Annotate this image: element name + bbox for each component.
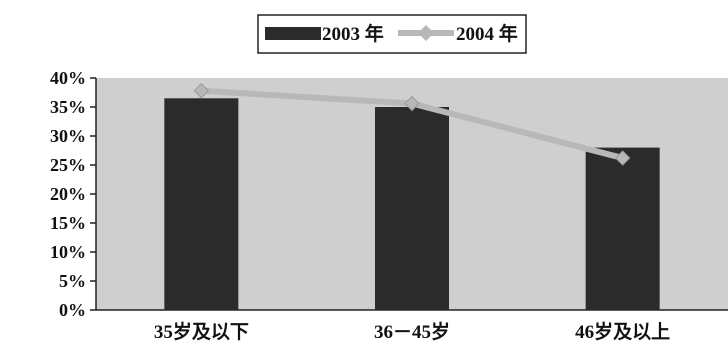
point-2004-1 <box>193 83 210 99</box>
legend-label-2003: 2003 年 <box>322 22 384 45</box>
legend: 2003 年 2004 年 <box>257 14 527 54</box>
y-tick-label: 35% <box>50 97 86 117</box>
y-tick-label: 30% <box>50 126 86 146</box>
y-tick-label: 25% <box>50 155 86 175</box>
x-tick-label: 46岁及以上 <box>575 320 670 343</box>
y-tick-label: 20% <box>50 184 86 204</box>
bar-2003-3 <box>585 147 660 310</box>
y-tick-label: 10% <box>50 242 86 262</box>
bar-2003-1 <box>164 98 239 310</box>
x-tick-label: 36－45岁 <box>374 320 450 343</box>
legend-swatch-2004-marker <box>418 25 434 41</box>
y-tick-label: 0% <box>59 300 86 320</box>
y-axis-ticks: 0% 5% 10% 15% 20% 25% 30% 35% 40% <box>50 68 96 320</box>
y-tick-label: 15% <box>50 213 86 233</box>
y-tick-label: 40% <box>50 68 86 88</box>
point-2004-3 <box>614 150 631 166</box>
legend-swatch-2003 <box>265 27 321 40</box>
line-series <box>193 83 631 166</box>
point-2004-2 <box>404 95 420 112</box>
legend-label-2004: 2004 年 <box>456 22 518 45</box>
bar-2003-2 <box>375 107 449 310</box>
y-tick-label: 5% <box>59 271 86 291</box>
x-tick-label: 35岁及以下 <box>154 320 249 343</box>
bar-series <box>164 98 660 310</box>
x-axis-labels: 35岁及以下 36－45岁 46岁及以上 <box>154 320 670 343</box>
